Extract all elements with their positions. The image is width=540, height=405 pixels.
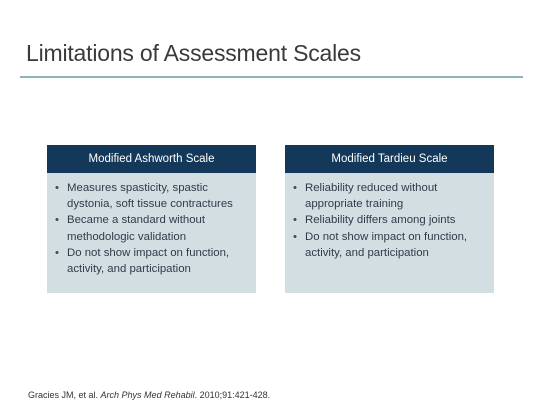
- list-item-text: Measures spasticity, spastic dystonia, s…: [67, 182, 233, 211]
- bullet-list: • Reliability reduced without appropriat…: [285, 173, 494, 261]
- card-modified-ashworth-scale: Modified Ashworth Scale • Measures spast…: [47, 145, 256, 293]
- list-item-text: Do not show impact on function, activity…: [67, 246, 230, 276]
- list-item: • Reliability reduced without appropriat…: [293, 180, 488, 212]
- citation-details: . 2010;91:421-428.: [194, 390, 271, 400]
- card-header: Modified Tardieu Scale: [285, 145, 494, 173]
- bullet-icon: •: [55, 246, 59, 259]
- citation-journal: Arch Phys Med Rehabil: [100, 390, 195, 400]
- bullet-icon: •: [55, 214, 59, 227]
- title-divider: [20, 76, 523, 78]
- list-item: • Reliability differs among joints: [293, 212, 488, 228]
- list-item-text: Became a standard without methodologic v…: [67, 214, 206, 243]
- list-item: • Measures spasticity, spastic dystonia,…: [55, 180, 250, 212]
- list-item-text: Do not show impact on function, activity…: [305, 230, 468, 259]
- slide-title: Limitations of Assessment Scales: [26, 40, 361, 66]
- bullet-icon: •: [293, 182, 297, 194]
- bullet-list: • Measures spasticity, spastic dystonia,…: [47, 173, 256, 277]
- citation: Gracies JM, et al. Arch Phys Med Rehabil…: [28, 390, 270, 400]
- bullet-icon: •: [293, 230, 297, 243]
- list-item-text: Reliability reduced without appropriate …: [305, 182, 438, 211]
- card-modified-tardieu-scale: Modified Tardieu Scale • Reliability red…: [285, 145, 494, 293]
- bullet-icon: •: [55, 182, 59, 194]
- bullet-icon: •: [293, 214, 297, 227]
- list-item: • Became a standard without methodologic…: [55, 212, 250, 244]
- card-header: Modified Ashworth Scale: [47, 145, 256, 173]
- list-item: • Do not show impact on function, activi…: [293, 229, 488, 261]
- list-item: • Do not show impact on function, activi…: [55, 245, 250, 277]
- list-item-text: Reliability differs among joints: [305, 214, 456, 227]
- citation-authors: Gracies JM, et al.: [28, 390, 99, 400]
